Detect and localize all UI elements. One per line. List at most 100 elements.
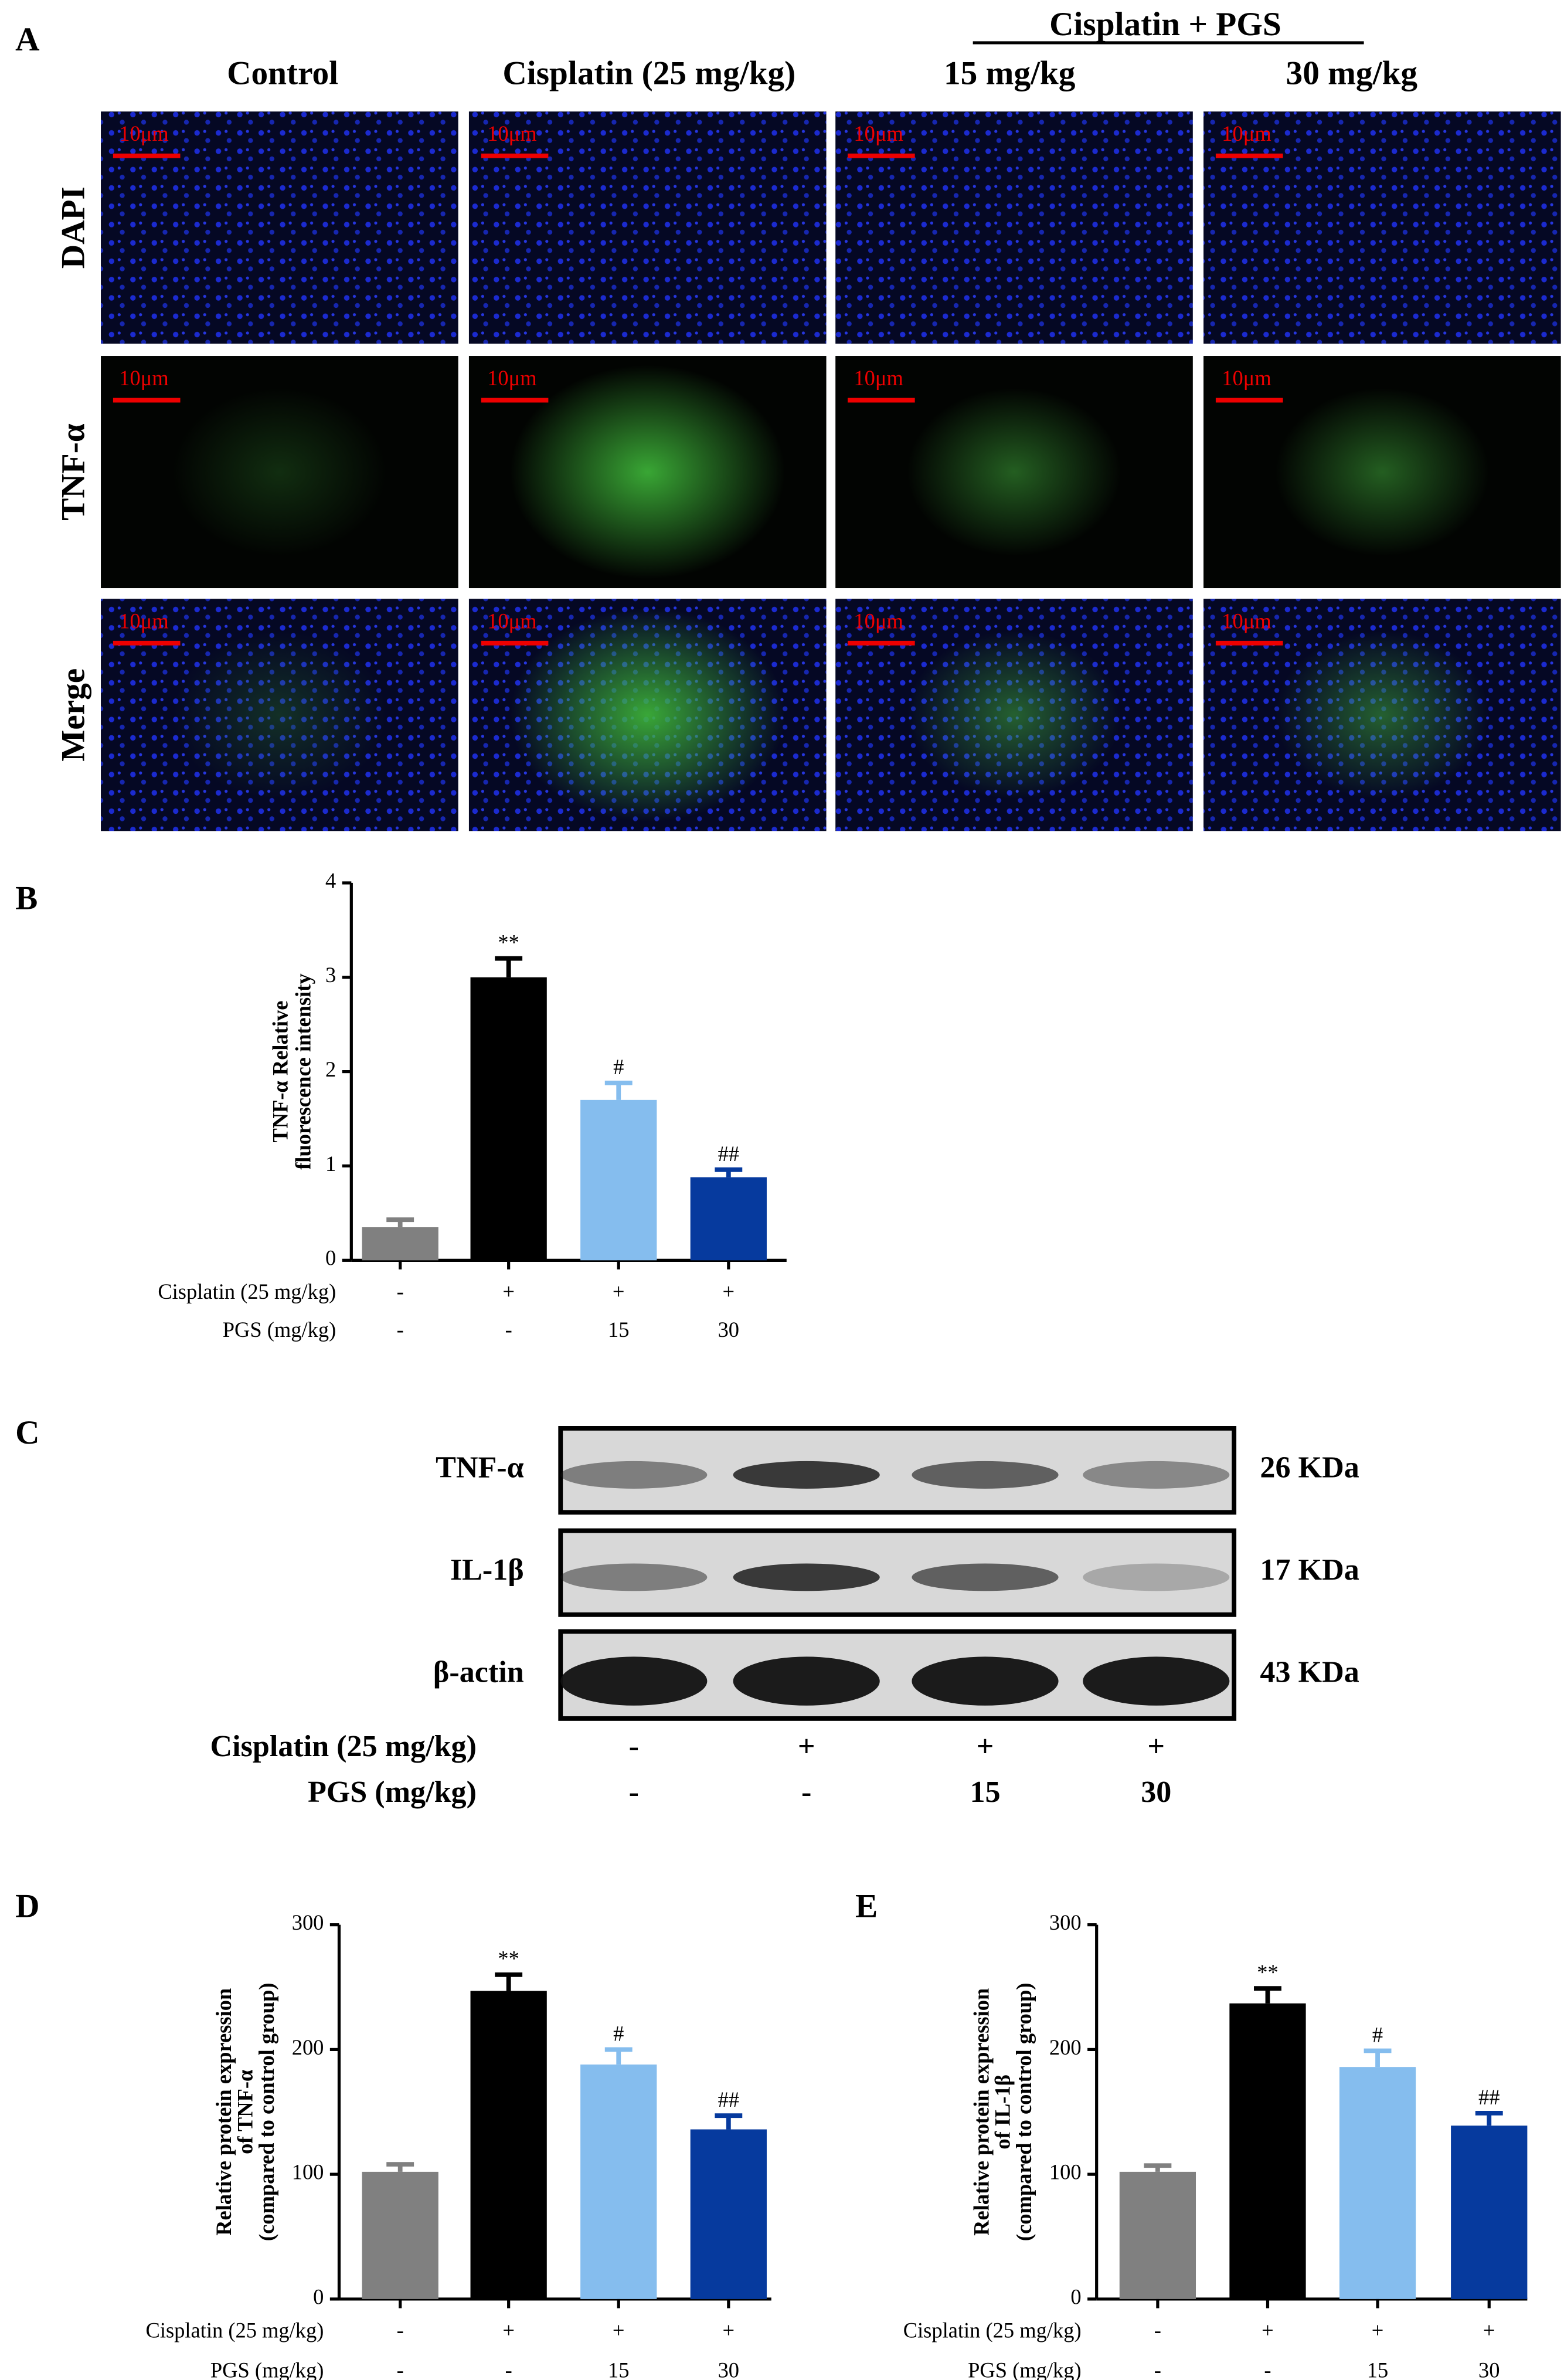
treatment-value: - [397, 1318, 404, 1342]
treatment-value: + [1372, 2319, 1384, 2342]
blot-size: 17 KDa [1260, 1553, 1359, 1587]
treatment-value: 15 [608, 1318, 629, 1342]
significance: ## [718, 2088, 739, 2111]
treatment-value: 30 [1478, 2358, 1500, 2380]
fluorescence [907, 630, 1121, 799]
band [733, 1656, 880, 1706]
panel-label: B [15, 880, 38, 916]
band [1083, 1656, 1230, 1706]
fluorescence [1275, 630, 1490, 799]
treatment-label: PGS (mg/kg) [968, 2358, 1082, 2380]
panel-label: A [15, 21, 39, 58]
treatment-value: - [629, 1730, 639, 1763]
band [912, 1656, 1059, 1706]
scale-bar-label: 10μm [487, 122, 536, 145]
y-axis-label: of TNF-α [234, 2070, 257, 2154]
treatment-label: Cisplatin (25 mg/kg) [158, 1280, 336, 1303]
scale-bar-label: 10μm [1222, 609, 1271, 633]
band [560, 1656, 708, 1706]
y-tick-label: 100 [1049, 2161, 1082, 2184]
blot [558, 1426, 1237, 1515]
treatment-value: 30 [1141, 1775, 1171, 1809]
significance: # [613, 1055, 624, 1079]
treatment-value: - [397, 2319, 404, 2342]
fluorescence [510, 365, 786, 579]
bar [470, 977, 547, 1261]
band [733, 1461, 880, 1489]
bar [470, 1991, 547, 2299]
blot-size: 43 KDa [1260, 1656, 1359, 1689]
micrograph [468, 111, 827, 344]
significance: ** [498, 931, 519, 954]
treatment-value: + [1262, 2319, 1274, 2342]
y-axis-label: fluorescence intensity [292, 973, 315, 1170]
treatment-value: 15 [970, 1775, 1000, 1809]
blot [558, 1528, 1237, 1617]
band [560, 1563, 708, 1591]
treatment-value: - [1154, 2319, 1161, 2342]
panel-label: C [15, 1414, 39, 1451]
scale-bar-label: 10μm [487, 366, 536, 390]
treatment-label: PGS (mg/kg) [210, 2358, 324, 2380]
blot-label: IL-1β [450, 1553, 524, 1587]
significance: # [1372, 2023, 1383, 2046]
significance: ** [1257, 1961, 1278, 1984]
bar [1339, 2067, 1416, 2299]
bar [1451, 2126, 1528, 2299]
treatment-value: + [613, 2319, 625, 2342]
significance: # [613, 2022, 624, 2045]
scale-bar-label: 10μm [1222, 366, 1271, 390]
y-tick-label: 300 [1049, 1911, 1082, 1934]
band [1083, 1563, 1230, 1591]
y-axis-label: Relative protein expression [212, 1988, 236, 2236]
treatment-value: - [397, 2358, 404, 2380]
row-label: TNF-α [55, 423, 92, 521]
treatment-value: + [977, 1730, 994, 1763]
treatment-value: + [1483, 2319, 1495, 2342]
treatment-value: 15 [608, 2358, 629, 2380]
column-header: Control [227, 55, 338, 91]
significance: ** [498, 1947, 519, 1971]
fluorescence [172, 630, 387, 799]
bar [1119, 2171, 1196, 2299]
treatment-value: - [801, 1775, 811, 1809]
panel-label: E [855, 1888, 878, 1925]
y-tick-label: 0 [313, 2285, 324, 2308]
treatment-label: PGS (mg/kg) [223, 1318, 336, 1342]
y-tick-label: 0 [325, 1247, 336, 1270]
treatment-value: - [505, 2358, 512, 2380]
scale-bar-label: 10μm [119, 609, 168, 633]
treatment-label: Cisplatin (25 mg/kg) [146, 2319, 324, 2342]
treatment-value: 30 [718, 1318, 739, 1342]
bar [690, 2129, 767, 2299]
treatment-value: + [723, 1280, 735, 1303]
scale-bar-label: 10μm [1222, 122, 1271, 145]
bar [1229, 2003, 1306, 2299]
treatment-value: - [505, 1318, 512, 1342]
bar [690, 1177, 767, 1261]
band [733, 1563, 880, 1591]
y-tick-label: 4 [325, 869, 336, 892]
y-axis-label: of IL-1β [991, 2075, 1015, 2150]
column-header: 15 mg/kg [944, 55, 1076, 91]
scale-bar-label: 10μm [119, 366, 168, 390]
y-tick-label: 200 [1049, 2036, 1082, 2059]
treatment-value: + [502, 1280, 515, 1303]
micrograph [835, 111, 1193, 344]
fluorescence [907, 388, 1121, 556]
scale-bar-label: 10μm [487, 609, 536, 633]
y-axis-label: Relative protein expression [970, 1988, 993, 2236]
band [912, 1563, 1059, 1591]
treatment-value: + [1147, 1730, 1165, 1763]
bar [362, 1227, 438, 1261]
treatment-label: Cisplatin (25 mg/kg) [210, 1730, 477, 1763]
column-header: Cisplatin (25 mg/kg) [502, 55, 795, 91]
y-tick-label: 200 [292, 2036, 324, 2059]
y-axis-label: TNF-α Relative [268, 1001, 292, 1143]
scale-bar-label: 10μm [119, 122, 168, 145]
treatment-value: 15 [1367, 2358, 1388, 2380]
treatment-value: 30 [718, 2358, 739, 2380]
y-tick-label: 100 [292, 2161, 324, 2184]
blot-label: TNF-α [436, 1451, 524, 1485]
